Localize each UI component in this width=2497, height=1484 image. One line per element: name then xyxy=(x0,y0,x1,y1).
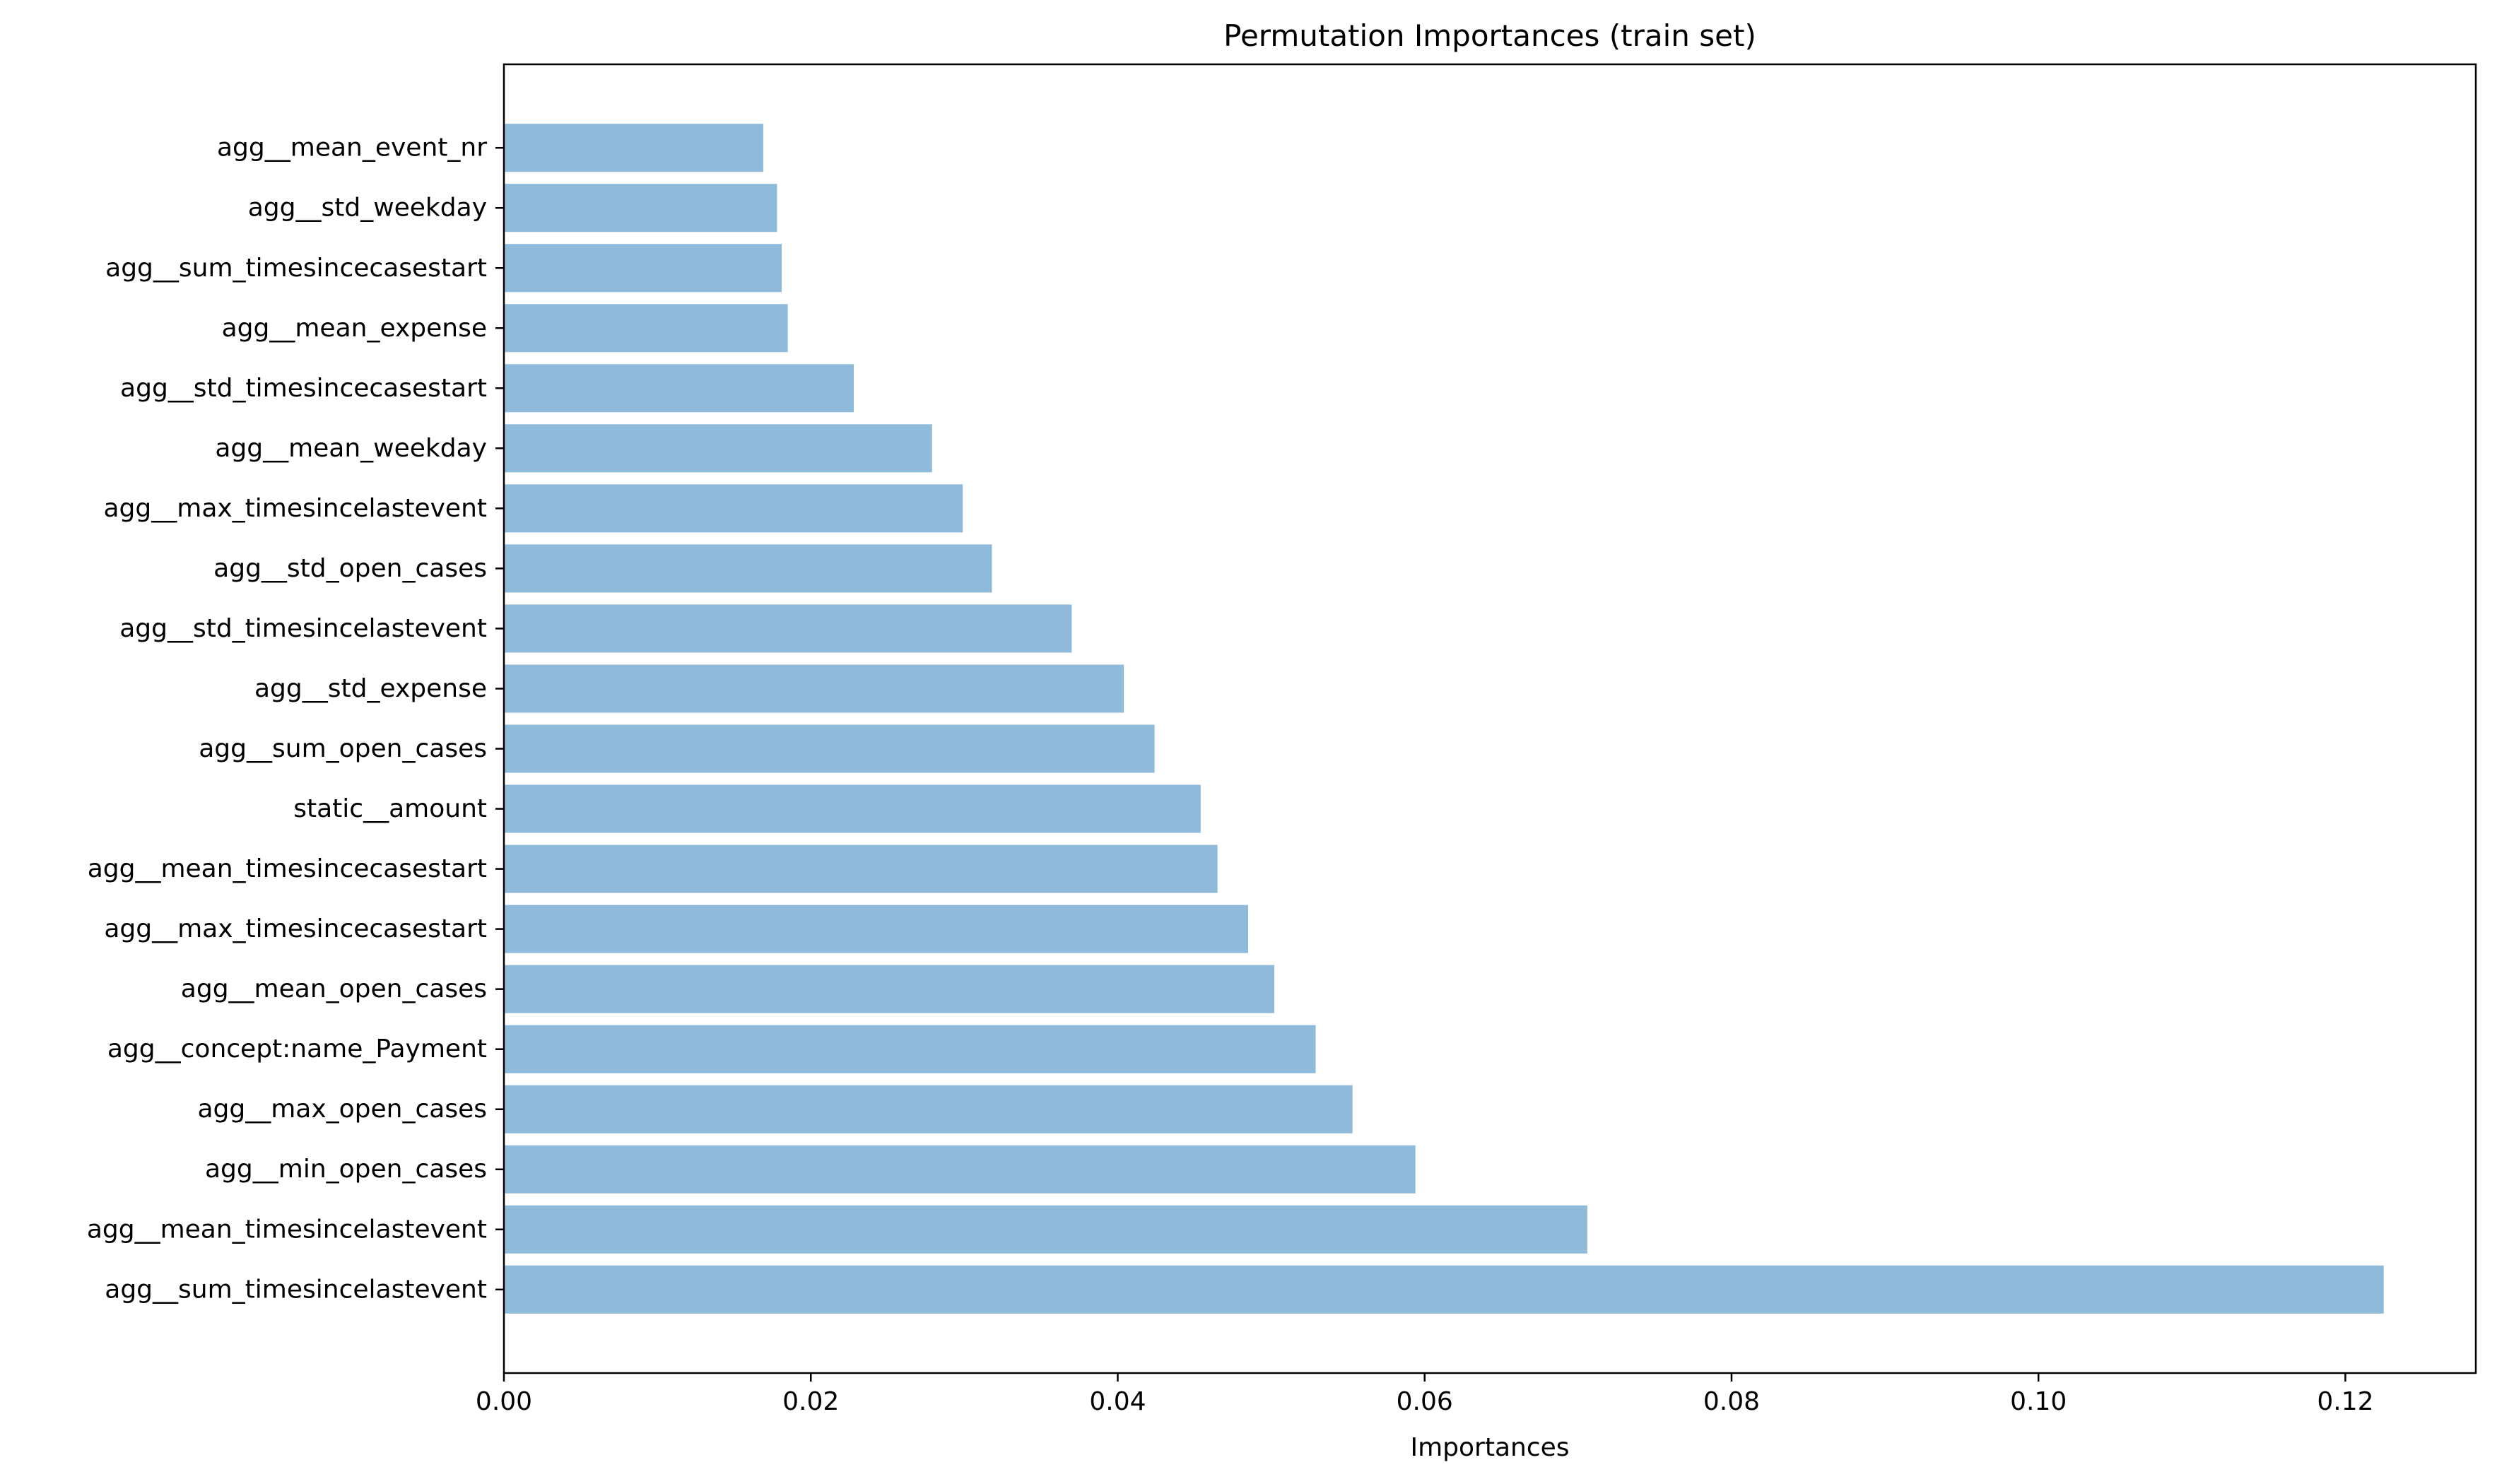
x-tick-label: 0.02 xyxy=(782,1387,839,1416)
y-tick-label: agg__max_open_cases xyxy=(197,1095,487,1124)
x-tick-label: 0.06 xyxy=(1397,1387,1453,1416)
bar-agg-std-timesincecasestart xyxy=(504,364,854,413)
y-tick-label: agg__max_timesincelastevent xyxy=(103,494,487,523)
y-tick-label: agg__mean_expense xyxy=(222,314,487,343)
x-axis-label: Importances xyxy=(1410,1433,1569,1462)
y-tick-label: agg__mean_timesincecasestart xyxy=(88,854,487,883)
y-tick-label: agg__std_timesincecasestart xyxy=(120,374,487,403)
y-ticks-group: agg__sum_timesincelastevent agg__mean_tim… xyxy=(87,134,504,1304)
y-tick-label: agg__sum_timesincelastevent xyxy=(105,1275,487,1304)
y-tick-label: agg__std_expense xyxy=(254,674,487,703)
bar-agg-mean-timesincecasestart xyxy=(504,844,1218,893)
bar-agg-std-timesincelastevent xyxy=(504,604,1072,653)
x-tick-label: 0.04 xyxy=(1089,1387,1146,1416)
x-tick-label: 0.08 xyxy=(1703,1387,1760,1416)
bar-agg-max-timesincecasestart xyxy=(504,905,1249,953)
bar-agg-mean-timesincelastevent xyxy=(504,1205,1587,1254)
bar-agg-std-open-cases xyxy=(504,544,992,593)
y-tick-label: agg__mean_event_nr xyxy=(217,134,487,163)
bars-group xyxy=(504,124,2384,1314)
bar-agg-mean-event-nr xyxy=(504,124,763,172)
y-tick-label: agg__std_open_cases xyxy=(213,554,487,583)
x-tick-label: 0.12 xyxy=(2317,1387,2373,1416)
y-tick-label: agg__sum_open_cases xyxy=(199,734,487,763)
y-tick-label: agg__min_open_cases xyxy=(205,1155,487,1184)
y-tick-label: agg__std_weekday xyxy=(248,194,487,223)
y-tick-label: agg__sum_timesincecasestart xyxy=(105,254,487,283)
x-tick-label: 0.00 xyxy=(476,1387,532,1416)
x-ticks-group: 0.00 0.02 0.04 0.06 0.08 0.10 0.12 xyxy=(476,1373,2374,1416)
bar-agg-mean-weekday xyxy=(504,424,932,473)
bar-agg-max-timesincelastevent xyxy=(504,484,963,533)
bar-agg-mean-expense xyxy=(504,304,788,353)
bar-agg-min-open-cases xyxy=(504,1145,1416,1194)
bar-agg-max-open-cases xyxy=(504,1085,1353,1133)
bar-agg-mean-open-cases xyxy=(504,965,1274,1013)
y-tick-label: agg__std_timesincelastevent xyxy=(119,614,487,643)
y-tick-label: agg__concept:name_Payment xyxy=(107,1035,487,1064)
chart-title: Permutation Importances (train set) xyxy=(1223,18,1756,53)
bar-agg-std-expense xyxy=(504,664,1124,713)
y-tick-label: agg__mean_timesincelastevent xyxy=(87,1215,487,1244)
bar-agg-sum-timesincelastevent xyxy=(504,1265,2384,1314)
bar-agg-sum-timesincecasestart xyxy=(504,244,782,293)
plot-frame xyxy=(503,63,2477,1374)
bar-agg-std-weekday xyxy=(504,184,777,232)
bar-static-amount xyxy=(504,784,1201,833)
bar-agg-concept-name-payment xyxy=(504,1025,1316,1073)
y-tick-label: agg__mean_open_cases xyxy=(181,974,487,1003)
x-tick-label: 0.10 xyxy=(2010,1387,2067,1416)
y-tick-label: agg__max_timesincecasestart xyxy=(104,914,487,943)
y-tick-label: agg__mean_weekday xyxy=(215,434,487,463)
y-tick-label: static__amount xyxy=(293,794,487,823)
bar-agg-sum-open-cases xyxy=(504,724,1155,773)
